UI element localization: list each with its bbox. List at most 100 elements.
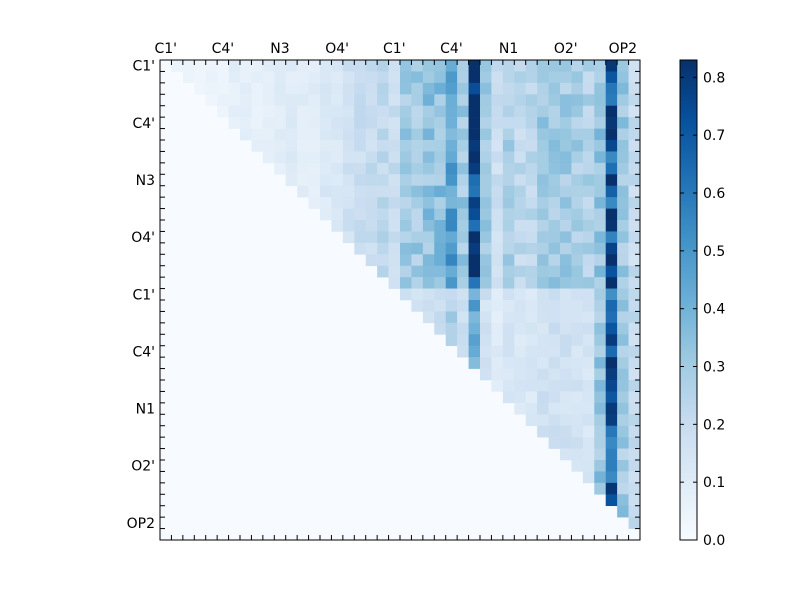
heatmap-cell <box>491 94 504 107</box>
heatmap-cell <box>571 174 584 187</box>
heatmap-cell <box>331 151 344 164</box>
heatmap-cell <box>605 391 618 404</box>
heatmap-cell <box>308 162 321 175</box>
heatmap-cell <box>571 60 584 72</box>
heatmap-cell <box>377 117 389 129</box>
heatmap-cell <box>617 277 629 289</box>
heatmap-cell <box>525 242 538 255</box>
heatmap-cell <box>251 94 264 107</box>
heatmap-cell <box>537 380 549 392</box>
heatmap-cell <box>457 60 469 72</box>
heatmap-cell <box>571 402 584 415</box>
colorbar-tick-label: 0.3 <box>703 360 725 376</box>
heatmap-cell <box>582 162 595 175</box>
heatmap-cell <box>468 94 481 107</box>
heatmap-cell <box>434 117 447 129</box>
heatmap-cell <box>502 242 515 255</box>
heatmap-cell <box>571 254 584 267</box>
heatmap-cell <box>400 94 412 107</box>
colorbar-tick-label: 0.7 <box>703 128 725 144</box>
heatmap-cell <box>388 140 401 152</box>
heatmap-cell <box>594 322 607 335</box>
heatmap-cell <box>434 277 447 289</box>
heatmap-cell <box>422 231 435 244</box>
heatmap-cell <box>491 117 504 129</box>
heatmap-cell <box>582 254 595 267</box>
heatmap-cell <box>354 117 367 129</box>
heatmap-cell <box>548 208 561 221</box>
heatmap-cell <box>457 277 469 289</box>
heatmap-cell <box>571 71 584 84</box>
heatmap-cell <box>445 60 458 72</box>
heatmap-cell <box>457 231 469 244</box>
heatmap-cell <box>617 208 629 221</box>
heatmap-cell <box>422 197 435 209</box>
heatmap-cell <box>411 140 424 152</box>
heatmap-cell <box>377 151 389 164</box>
heatmap-cell <box>422 174 435 187</box>
heatmap-cell <box>411 117 424 129</box>
heatmap-cell <box>502 368 515 381</box>
heatmap-cell <box>605 117 618 129</box>
heatmap-cell <box>537 82 549 95</box>
heatmap-cell <box>491 254 504 267</box>
heatmap-cell <box>411 254 424 267</box>
heatmap-cell <box>594 162 607 175</box>
heatmap-cell <box>205 82 218 95</box>
heatmap-cell <box>571 391 584 404</box>
heatmap-cell <box>628 517 641 529</box>
heatmap-cell <box>434 254 447 267</box>
heatmap-cell <box>548 437 561 449</box>
heatmap-cell <box>480 82 492 95</box>
heatmap-cell <box>594 380 607 392</box>
heatmap-cell <box>445 105 458 118</box>
heatmap-cell <box>605 94 618 107</box>
heatmap-cell <box>594 471 607 484</box>
heatmap-cell <box>468 208 481 221</box>
heatmap-cell <box>617 448 629 461</box>
heatmap-cell <box>571 140 584 152</box>
heatmap-cell <box>468 242 481 255</box>
heatmap-cell <box>617 425 629 438</box>
heatmap-cell <box>525 288 538 301</box>
heatmap-cell <box>617 345 629 358</box>
heatmap-cell <box>468 265 481 278</box>
x-tick-label: C1' <box>154 41 177 57</box>
heatmap-cell <box>480 117 492 129</box>
heatmap-cell <box>480 288 492 301</box>
heatmap-cell <box>582 71 595 84</box>
x-tick-label: N3 <box>270 41 289 57</box>
heatmap-cell <box>548 345 561 358</box>
heatmap-cell <box>571 208 584 221</box>
heatmap-cell <box>560 82 572 95</box>
heatmap-cell <box>354 60 367 72</box>
y-tick-label: O4' <box>131 230 155 246</box>
heatmap-cell <box>388 220 401 232</box>
heatmap-cell <box>617 357 629 369</box>
heatmap-cell <box>240 71 252 84</box>
heatmap-cell <box>571 311 584 324</box>
heatmap-cell <box>377 71 389 84</box>
heatmap-cell <box>594 425 607 438</box>
heatmap-cell <box>628 94 641 107</box>
heatmap-cell <box>605 380 618 392</box>
heatmap-cell <box>365 151 378 164</box>
heatmap-cell <box>331 94 344 107</box>
y-tick-label: C4' <box>132 116 155 132</box>
heatmap-cell <box>582 117 595 129</box>
heatmap-cell <box>525 185 538 198</box>
heatmap-cell <box>342 140 355 152</box>
heatmap-cell <box>457 322 469 335</box>
heatmap-cell <box>502 277 515 289</box>
heatmap-cell <box>628 117 641 129</box>
heatmap-cell <box>285 105 298 118</box>
heatmap-cell <box>480 277 492 289</box>
heatmap-cell <box>502 128 515 141</box>
heatmap-cell <box>628 185 641 198</box>
heatmap-cell <box>560 162 572 175</box>
heatmap-cell <box>502 311 515 324</box>
heatmap-cell <box>582 391 595 404</box>
heatmap-cell <box>537 231 549 244</box>
heatmap-cell <box>342 151 355 164</box>
heatmap-cell <box>560 231 572 244</box>
